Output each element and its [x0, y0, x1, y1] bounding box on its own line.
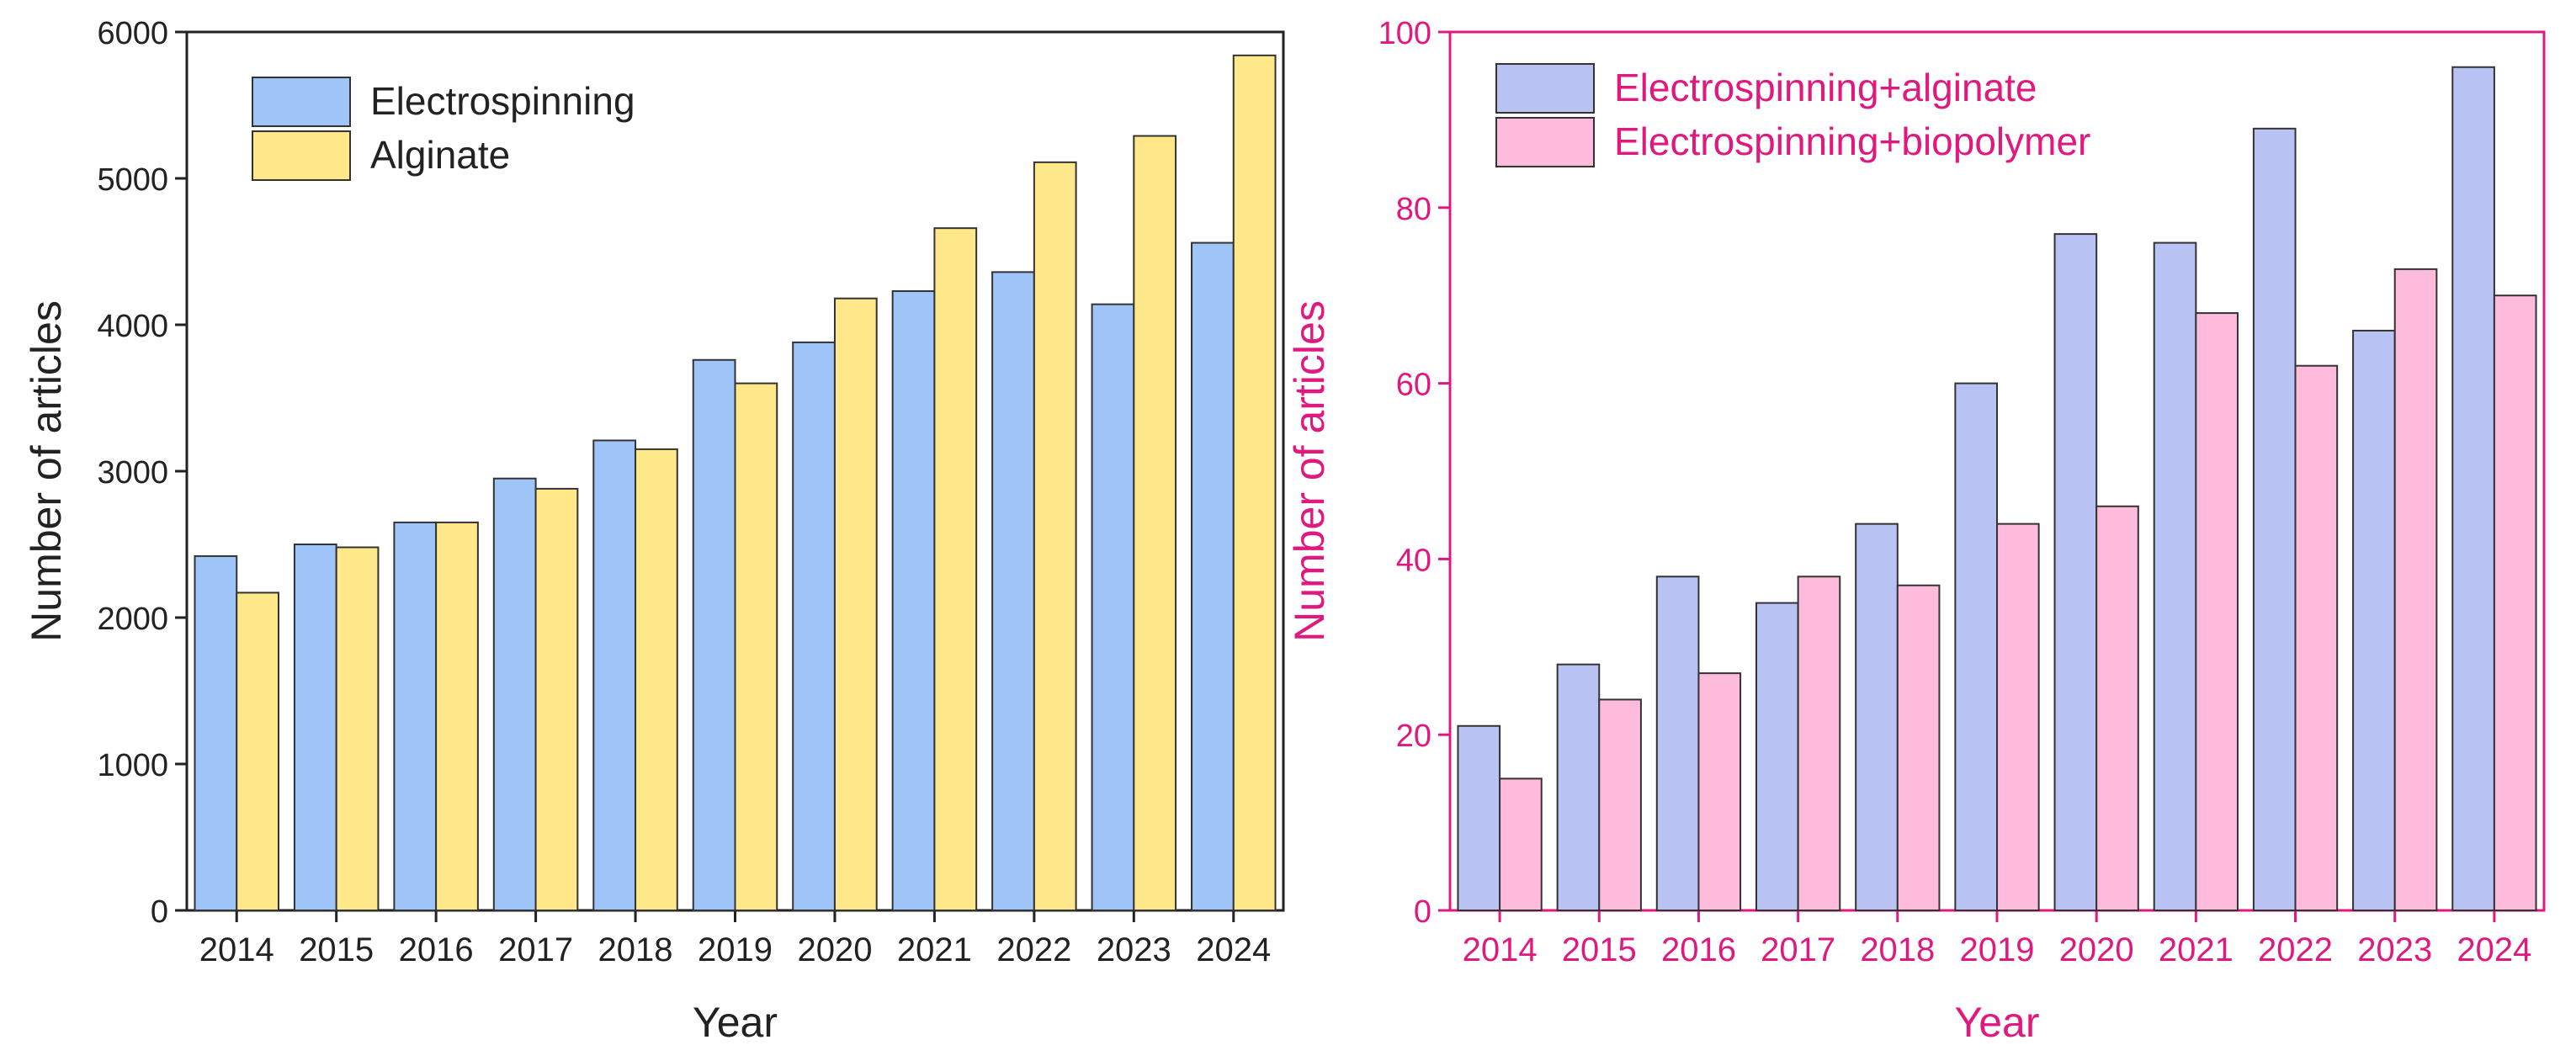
y-axis-title: Number of articles	[23, 300, 70, 642]
x-tick-label: 2017	[1761, 931, 1835, 968]
legend-label: Electrospinning	[370, 79, 635, 123]
y-tick-label: 100	[1378, 16, 1431, 51]
bar-electrospinning	[891, 289, 936, 912]
bar-electrospinning-alginate	[2153, 241, 2197, 911]
bar-electrospinning-biopolymer	[2095, 505, 2139, 911]
x-tick-label: 2019	[698, 931, 773, 968]
x-tick-label: 2015	[1562, 931, 1637, 968]
legend-label: Electrospinning+alginate	[1614, 66, 2037, 109]
chart-2: 0 20 40 60 80 100 2014 2015 2016 2017 2018 2019 2020…	[1286, 16, 2546, 1046]
bar-electrospinning-biopolymer	[1797, 576, 1841, 912]
bar-alginate	[435, 521, 479, 912]
x-tick-label: 2024	[1196, 931, 1271, 968]
bar-electrospinning	[293, 544, 337, 911]
y-tick-label: 6000	[97, 16, 168, 51]
bar-electrospinning	[194, 554, 238, 911]
y-tick-label: 5000	[97, 162, 168, 198]
bar-alginate	[833, 297, 878, 911]
bar-electrospinning-alginate	[2252, 127, 2297, 911]
x-tick-label: 2020	[797, 931, 872, 968]
y-tick-label: 1000	[97, 748, 168, 783]
y-tick-label: 0	[151, 894, 168, 930]
y-tick-label: 2000	[97, 602, 168, 637]
y-tick-label: 80	[1396, 192, 1431, 227]
legend-swatch	[1495, 63, 1595, 114]
y-tick-label: 0	[1414, 894, 1431, 930]
bar-electrospinning	[692, 358, 736, 911]
legend-swatch	[1495, 117, 1595, 167]
x-tick-label: 2016	[399, 931, 474, 968]
bar-electrospinning-alginate	[1556, 663, 1601, 911]
y-tick-label: 20	[1396, 719, 1431, 754]
x-axis-title: Year	[1954, 999, 2039, 1046]
bar-electrospinning-alginate	[2352, 329, 2396, 911]
y-tick-label: 3000	[97, 455, 168, 491]
y-tick-label: 4000	[97, 309, 168, 344]
bar-electrospinning	[393, 521, 438, 912]
y-tick-label: 40	[1396, 543, 1431, 578]
bar-alginate	[236, 592, 279, 911]
bar-electrospinning	[1191, 241, 1235, 911]
x-tick-label: 2018	[598, 931, 673, 968]
bar-alginate	[534, 487, 579, 911]
bar-electrospinning-alginate	[1855, 523, 1899, 911]
bar-alginate	[1033, 161, 1077, 912]
x-tick-label: 2019	[1960, 931, 2035, 968]
legend-swatch	[252, 130, 351, 181]
bar-electrospinning-biopolymer	[1499, 777, 1543, 912]
bar-electrospinning	[1091, 303, 1135, 911]
bar-electrospinning-biopolymer	[1697, 672, 1742, 911]
bar-electrospinning-biopolymer	[2294, 364, 2339, 912]
bar-electrospinning-alginate	[1954, 382, 1998, 912]
x-tick-label: 2020	[2059, 931, 2134, 968]
bar-electrospinning-biopolymer	[2493, 294, 2537, 911]
bar-electrospinning-alginate	[1655, 576, 1700, 912]
legend-label: Alginate	[370, 133, 510, 177]
y-axis-title: Number of articles	[1286, 300, 1333, 642]
x-tick-label: 2021	[897, 931, 972, 968]
bar-electrospinning-alginate	[1755, 602, 1799, 911]
bar-electrospinning-biopolymer	[1598, 698, 1642, 911]
x-tick-label: 2016	[1661, 931, 1736, 968]
bar-alginate	[335, 546, 380, 911]
bar-alginate	[635, 448, 678, 911]
x-axis-title: Year	[693, 999, 778, 1046]
x-tick-label: 2023	[2357, 931, 2432, 968]
chart-1: 0 1000 2000 3000 4000 5000 6000 2014 2015 2016 201…	[23, 16, 1285, 1046]
x-tick-label: 2021	[2159, 931, 2233, 968]
legend-label: Electrospinning+biopolymer	[1614, 119, 2090, 163]
bar-electrospinning-biopolymer	[2393, 268, 2438, 911]
bar-electrospinning-alginate	[2053, 233, 2098, 911]
bar-alginate	[734, 382, 778, 912]
bar-electrospinning	[492, 477, 537, 911]
bar-alginate	[933, 227, 978, 912]
bar-electrospinning-biopolymer	[2195, 312, 2239, 911]
x-tick-label: 2017	[498, 931, 573, 968]
x-tick-label: 2014	[1463, 931, 1538, 968]
bar-electrospinning-alginate	[1457, 724, 1501, 912]
x-tick-label: 2018	[1860, 931, 1935, 968]
x-tick-label: 2014	[199, 931, 274, 968]
y-tick-label: 60	[1396, 368, 1431, 403]
legend-swatch	[252, 77, 351, 127]
bar-electrospinning	[991, 271, 1035, 911]
bar-electrospinning-biopolymer	[1896, 584, 1941, 911]
x-tick-label: 2023	[1097, 931, 1171, 968]
x-tick-label: 2022	[996, 931, 1071, 968]
bar-electrospinning	[592, 439, 637, 911]
x-tick-label: 2015	[299, 931, 374, 968]
bar-electrospinning-alginate	[2451, 66, 2495, 911]
bar-alginate	[1133, 135, 1177, 912]
bar-electrospinning	[792, 341, 836, 911]
x-tick-label: 2022	[2258, 931, 2333, 968]
bar-alginate	[1232, 54, 1277, 911]
x-tick-label: 2024	[2456, 931, 2531, 968]
bar-electrospinning-biopolymer	[1996, 523, 2040, 911]
